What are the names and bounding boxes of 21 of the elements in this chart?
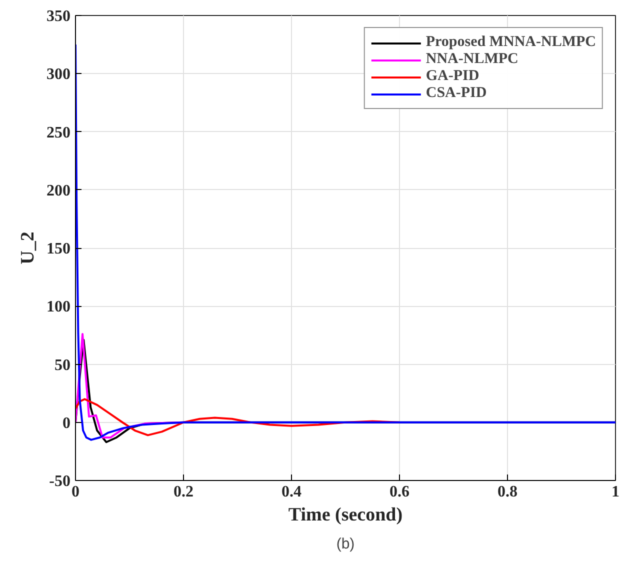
x-tick-label: 0.4 bbox=[282, 484, 302, 500]
y-axis-title: U_2 bbox=[18, 232, 38, 264]
y-tick-label: 0 bbox=[62, 414, 70, 432]
legend-label: Proposed MNNA-NLMPC bbox=[426, 34, 596, 51]
x-tick-label: 0.6 bbox=[390, 484, 410, 500]
y-tick-label: 50 bbox=[54, 356, 70, 374]
x-axis-title: Time (second) bbox=[288, 504, 403, 526]
legend-label: CSA-PID bbox=[426, 85, 487, 102]
x-tick-label: 0.2 bbox=[174, 484, 194, 500]
y-tick-label: -50 bbox=[49, 473, 70, 490]
y-tick-label: 200 bbox=[46, 182, 70, 200]
y-tick-label: 250 bbox=[46, 124, 70, 142]
text: (b) bbox=[336, 536, 355, 552]
x-tick-label: 1 bbox=[612, 484, 620, 500]
legend-label: NNA-NLMPC bbox=[426, 51, 518, 68]
y-tick-label: 100 bbox=[46, 298, 70, 316]
x-tick-label: 0.8 bbox=[498, 484, 518, 500]
y-tick-label: 350 bbox=[46, 8, 70, 25]
y-tick-label: 150 bbox=[46, 240, 70, 258]
legend-label: GA-PID bbox=[426, 68, 480, 85]
y-tick-label: 300 bbox=[46, 66, 70, 84]
